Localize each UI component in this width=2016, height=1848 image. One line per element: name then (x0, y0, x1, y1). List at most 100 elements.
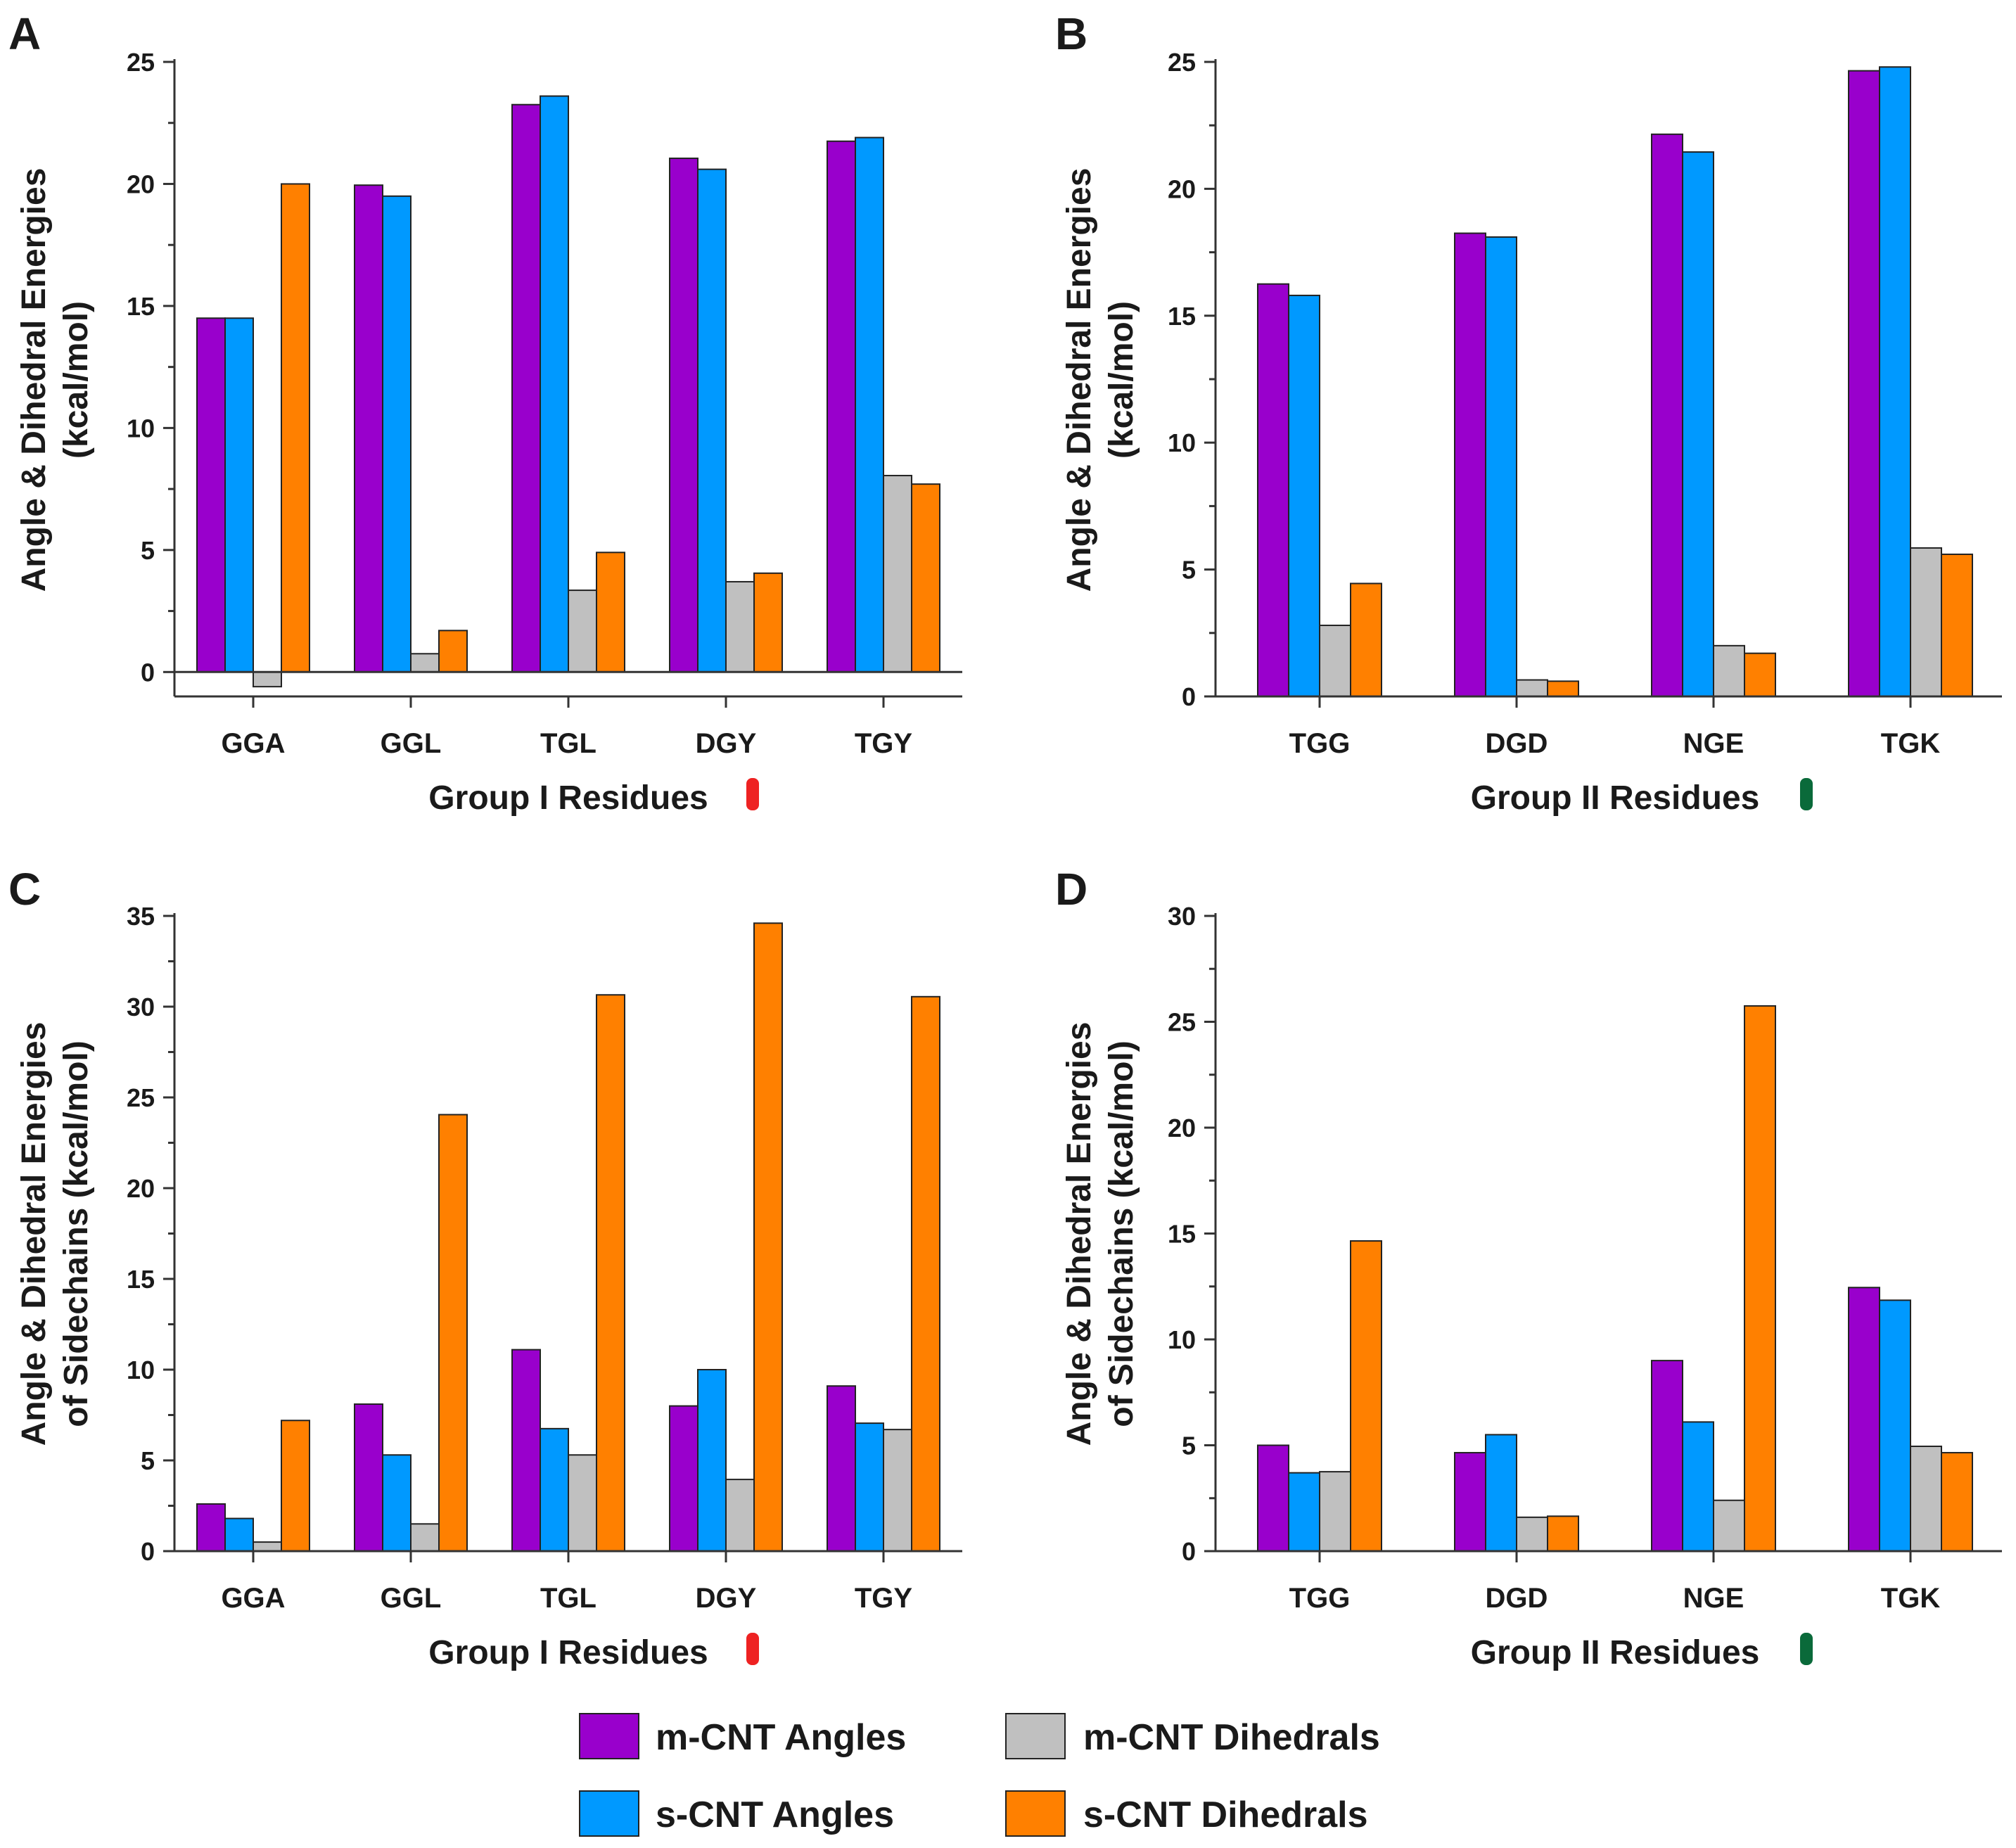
bar-b-dgd-m-cnt-angles (1454, 232, 1486, 698)
legend-swatch-m-cnt-dihedrals (1005, 1713, 1066, 1759)
group-marker-c (746, 1633, 759, 1665)
bar-c-gga-s-cnt-dihedrals (281, 1420, 310, 1552)
group-marker-b (1800, 778, 1813, 810)
bar-c-tgy-m-cnt-angles (827, 1385, 856, 1552)
x-tick-label-a-dgy: DGY (696, 728, 757, 759)
x-tick-label-d-dgd: DGD (1486, 1583, 1548, 1614)
bar-a-dgy-s-cnt-dihedrals (753, 572, 783, 673)
x-axis-title-a: Group I Residues (428, 779, 708, 817)
bar-b-tgg-s-cnt-dihedrals (1350, 582, 1382, 697)
x-tick-label-b-nge: NGE (1683, 728, 1744, 759)
x-tick-label-a-tgl: TGL (540, 728, 596, 759)
y-axis-title-a: Angle & Dihedral Energies (kcal/mol) (15, 168, 95, 592)
x-tick-label-a-gga: GGA (221, 728, 285, 759)
bar-a-ggl-s-cnt-angles (382, 195, 412, 673)
bar-d-dgd-s-cnt-dihedrals (1547, 1515, 1579, 1552)
bar-a-tgl-m-cnt-dihedrals (568, 590, 597, 673)
y-tick-label-b: 25 (1168, 48, 1196, 77)
bar-b-nge-s-cnt-dihedrals (1744, 652, 1776, 697)
bar-c-tgy-s-cnt-dihedrals (911, 995, 940, 1553)
y-tick-label-c: 35 (127, 902, 155, 931)
group-marker-d (1800, 1633, 1813, 1665)
x-axis-title-b: Group II Residues (1471, 779, 1760, 817)
bar-c-gga-s-cnt-angles (224, 1517, 254, 1553)
x-tick-label-b-dgd: DGD (1486, 728, 1548, 759)
bar-b-nge-m-cnt-angles (1651, 133, 1683, 697)
legend-label-s-cnt-dihedrals: s-CNT Dihedrals (1083, 1795, 1368, 1835)
bar-a-tgy-s-cnt-dihedrals (911, 483, 940, 673)
bar-b-nge-s-cnt-angles (1682, 151, 1714, 698)
panel-d: D TGG DGD NGE TGK 0 5 10 15 20 25 30 Angle & Dihedra… (1055, 864, 2002, 1671)
panel-letter-c: C (8, 864, 41, 915)
y-tick-label-c: 0 (141, 1537, 155, 1566)
bar-d-tgk-s-cnt-dihedrals (1941, 1452, 1973, 1552)
y-axis-title-line-c: of Sidechains (kcal/mol) (58, 1040, 95, 1427)
bar-d-nge-s-cnt-angles (1682, 1421, 1714, 1553)
legend-label-s-cnt-angles: s-CNT Angles (656, 1795, 894, 1835)
panel-letter-a: A (8, 8, 41, 59)
bar-a-ggl-s-cnt-dihedrals (438, 630, 468, 673)
x-tick-label-c-dgy: DGY (696, 1583, 757, 1614)
bar-c-tgy-m-cnt-dihedrals (883, 1429, 912, 1553)
bar-b-dgd-m-cnt-dihedrals (1516, 679, 1548, 697)
y-tick-label-c: 5 (141, 1446, 155, 1475)
bar-b-tgk-m-cnt-dihedrals (1910, 547, 1942, 697)
bar-c-ggl-m-cnt-angles (354, 1403, 383, 1553)
bar-d-tgg-m-cnt-dihedrals (1319, 1471, 1351, 1552)
y-axis-title-b: Angle & Dihedral Energies (kcal/mol) (1061, 168, 1140, 592)
y-axis-title-line-b: (kcal/mol) (1103, 301, 1140, 459)
bar-d-dgd-s-cnt-angles (1485, 1434, 1517, 1552)
y-axis-title-line-a: Angle & Dihedral Energies (15, 168, 53, 592)
bar-c-tgl-m-cnt-angles (511, 1349, 541, 1552)
y-axis-title-d: Angle & Dihedral Energies of Sidechains (… (1061, 1022, 1140, 1446)
x-tick-label-a-tgy: TGY (855, 728, 913, 759)
y-axis-title-line-c: Angle & Dihedral Energies (15, 1022, 53, 1446)
y-axis-title-line-b: Angle & Dihedral Energies (1061, 168, 1098, 592)
bar-c-dgy-m-cnt-dihedrals (725, 1479, 755, 1553)
y-tick-label-c: 25 (127, 1083, 155, 1112)
bar-a-tgy-m-cnt-angles (827, 140, 856, 673)
bar-d-dgd-m-cnt-dihedrals (1516, 1516, 1548, 1553)
bar-c-ggl-m-cnt-dihedrals (410, 1523, 440, 1553)
bar-d-nge-s-cnt-dihedrals (1744, 1005, 1776, 1553)
bar-a-gga-s-cnt-dihedrals (281, 183, 310, 673)
x-tick-label-c-ggl: GGL (381, 1583, 442, 1614)
y-tick-label-c: 30 (127, 993, 155, 1021)
bar-c-gga-m-cnt-dihedrals (253, 1541, 282, 1553)
x-tick-label-a-ggl: GGL (381, 728, 442, 759)
y-tick-label-b: 15 (1168, 302, 1196, 331)
y-tick-label-d: 10 (1168, 1325, 1196, 1354)
bar-c-tgy-s-cnt-angles (855, 1422, 884, 1552)
bar-c-ggl-s-cnt-angles (382, 1454, 412, 1553)
y-axis-title-line-d: of Sidechains (kcal/mol) (1103, 1040, 1140, 1427)
legend-label-m-cnt-dihedrals: m-CNT Dihedrals (1083, 1717, 1380, 1758)
x-tick-label-c-gga: GGA (221, 1583, 285, 1614)
bar-d-tgg-m-cnt-angles (1257, 1444, 1289, 1552)
y-tick-label-a: 25 (127, 48, 155, 77)
y-tick-label-d: 25 (1168, 1008, 1196, 1037)
x-tick-label-c-tgl: TGL (540, 1583, 596, 1614)
bar-c-dgy-m-cnt-angles (669, 1405, 698, 1552)
bar-c-dgy-s-cnt-angles (697, 1369, 727, 1552)
y-tick-label-a: 0 (141, 658, 155, 687)
bar-a-tgl-s-cnt-dihedrals (596, 552, 625, 673)
bar-d-nge-m-cnt-dihedrals (1713, 1499, 1745, 1553)
bar-a-gga-m-cnt-dihedrals (253, 671, 282, 688)
legend-swatch-s-cnt-dihedrals (1005, 1790, 1066, 1837)
x-tick-label-d-nge: NGE (1683, 1583, 1744, 1614)
bar-d-tgk-m-cnt-angles (1848, 1287, 1880, 1552)
y-tick-label-b: 20 (1168, 174, 1196, 203)
x-axis-title-c: Group I Residues (428, 1634, 708, 1671)
bar-c-dgy-s-cnt-dihedrals (753, 922, 783, 1552)
x-tick-label-b-tgg: TGG (1289, 728, 1351, 759)
y-axis-title-c: Angle & Dihedral Energies of Sidechains (… (15, 1022, 95, 1446)
bar-a-dgy-s-cnt-angles (697, 168, 727, 673)
bar-a-ggl-m-cnt-dihedrals (410, 653, 440, 673)
legend-label-m-cnt-angles: m-CNT Angles (656, 1717, 906, 1758)
y-tick-label-d: 5 (1182, 1432, 1196, 1460)
y-tick-label-a: 5 (141, 536, 155, 565)
group-marker-a (746, 778, 759, 810)
legend-swatch-s-cnt-angles (579, 1790, 639, 1837)
bar-a-dgy-m-cnt-dihedrals (725, 580, 755, 673)
